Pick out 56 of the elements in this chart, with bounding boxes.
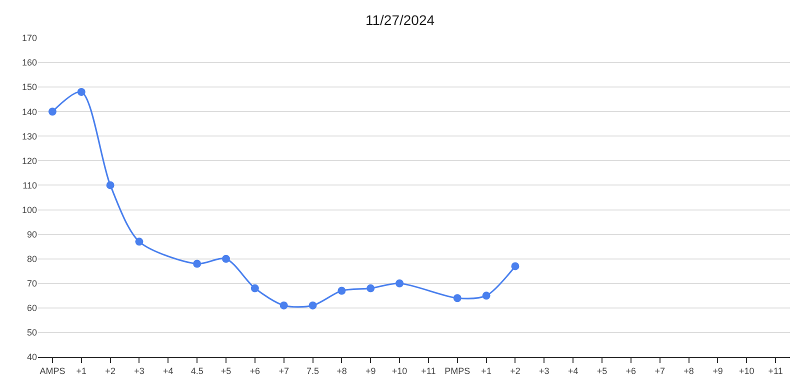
point (222, 254, 230, 263)
y-tick-label: 130 (22, 131, 37, 142)
x-tick-label: 7.5 (306, 366, 320, 376)
x-tick-label: +2 (105, 366, 116, 376)
y-tick-label: 100 (22, 204, 37, 215)
point (77, 88, 86, 96)
x-tick-label: +6 (626, 366, 636, 376)
x-tick-label: +5 (220, 366, 232, 376)
x-tick-label: +9 (365, 366, 376, 376)
x-tick-label: +7 (654, 366, 665, 376)
point (250, 284, 259, 292)
chart-title: 11/27/2024 (365, 12, 435, 28)
x-tick-label: +2 (510, 366, 520, 376)
x-tick-label: +11 (421, 366, 436, 376)
y-tick-label: 80 (26, 254, 37, 264)
x-tick-label: +5 (596, 366, 608, 376)
x-tick-label: +1 (76, 366, 87, 376)
point (482, 292, 490, 300)
point (193, 260, 202, 268)
y-tick-label: 110 (22, 180, 37, 190)
x-tick-label: +9 (712, 366, 723, 376)
x-tick-label: 4.5 (190, 366, 204, 376)
x-tick-label: +1 (481, 366, 492, 376)
point (453, 294, 462, 302)
point (308, 301, 317, 310)
point (338, 286, 346, 295)
x-tick-label: +7 (278, 366, 289, 376)
y-tick-label: 60 (26, 303, 37, 314)
x-tick-label: +6 (250, 366, 260, 376)
x-tick-label: +4 (163, 366, 174, 376)
x-tick-label: +8 (684, 366, 694, 376)
point (396, 279, 404, 288)
point (48, 108, 56, 116)
y-tick-label: 70 (26, 278, 37, 289)
y-tick-label: 50 (26, 328, 37, 338)
x-tick-label: AMPS (40, 366, 66, 376)
y-tick-label: 160 (22, 58, 37, 68)
point (511, 262, 520, 270)
y-tick-label: 120 (22, 156, 37, 166)
point (280, 301, 288, 310)
x-tick-label: +3 (134, 366, 144, 376)
x-tick-label: +10 (392, 366, 408, 376)
y-tick-label: 40 (26, 352, 37, 362)
point (366, 284, 375, 292)
x-tick-label: +8 (336, 366, 347, 376)
y-tick-label: 90 (26, 229, 37, 240)
y-tick-label: 170 (22, 33, 37, 44)
point (106, 181, 114, 190)
x-tick-label: +11 (768, 366, 783, 376)
x-tick-label: +10 (738, 366, 754, 376)
x-tick-label: PMPS (444, 366, 470, 376)
y-tick-label: 140 (22, 106, 37, 117)
x-tick-label: +3 (539, 366, 550, 376)
point (135, 238, 144, 246)
x-tick-label: +4 (568, 366, 578, 376)
y-tick-label: 150 (22, 82, 37, 92)
